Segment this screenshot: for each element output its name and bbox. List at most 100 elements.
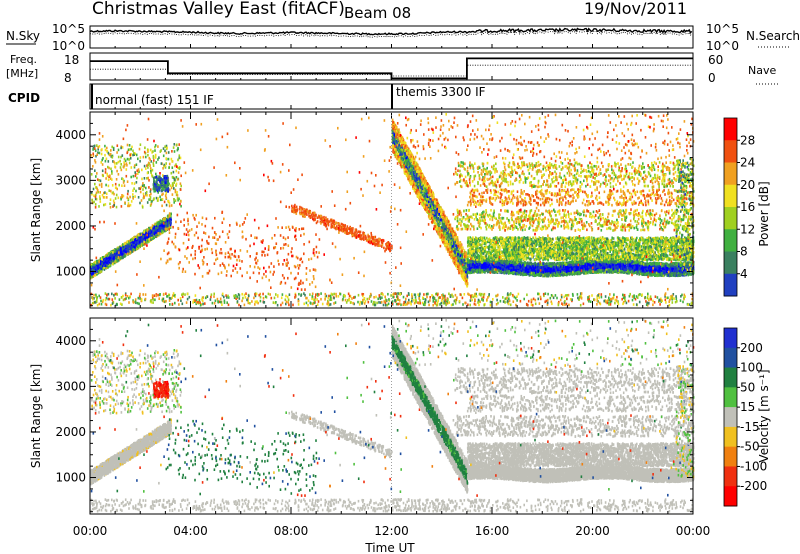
power-cell (136, 181, 138, 184)
power-cell (168, 238, 170, 241)
power-cell (138, 303, 140, 306)
power-cell (289, 293, 291, 296)
power-cell (268, 246, 270, 249)
power-cell (160, 184, 162, 187)
power-cell (179, 261, 181, 264)
power-cell (667, 297, 669, 300)
power-cell (263, 267, 265, 270)
power-cell (324, 298, 326, 301)
power-cell (165, 292, 167, 295)
power-cell (468, 293, 470, 296)
power-cell (297, 264, 299, 267)
power-cell (272, 273, 274, 276)
power-cell (370, 237, 372, 240)
power-cell (507, 292, 509, 295)
power-cell (167, 260, 169, 263)
power-cell (380, 244, 382, 247)
power-cell (149, 158, 151, 161)
power-cell (150, 196, 152, 199)
power-cell (391, 245, 393, 248)
power-cell (100, 161, 102, 164)
power-cell (561, 302, 563, 305)
power-cell (155, 235, 157, 238)
power-cell (141, 199, 143, 202)
power-cell (148, 179, 150, 182)
power-cell (665, 299, 667, 302)
power-cell (174, 302, 176, 305)
power-cell (189, 296, 191, 299)
power-cell (418, 297, 420, 300)
power-cell (192, 214, 194, 217)
power-cell (222, 221, 224, 224)
power-cell (612, 297, 614, 300)
power-cell (632, 295, 634, 298)
power-cell (134, 171, 136, 174)
power-cell (527, 304, 529, 307)
power-cell (179, 249, 181, 252)
power-cell (371, 241, 373, 244)
power-cell (275, 301, 277, 304)
power-cell (670, 296, 672, 299)
power-cell (417, 293, 419, 296)
power-cell (155, 154, 157, 157)
power-cell (123, 161, 125, 164)
power-cell (173, 198, 175, 201)
power-cell (99, 195, 101, 198)
power-cell (323, 216, 325, 219)
power-cell (616, 296, 618, 299)
power-cell (238, 293, 240, 296)
power-cell (228, 264, 230, 267)
power-cell (123, 299, 125, 302)
power-cell (172, 176, 174, 179)
power-cell (177, 299, 179, 302)
power-cell (112, 255, 114, 258)
power-cell (539, 302, 541, 305)
power-cell (510, 304, 512, 307)
power-cell (154, 187, 156, 190)
power-cell (321, 221, 323, 224)
power-cell (92, 153, 94, 156)
power-cell (255, 301, 257, 304)
power-cell (95, 150, 97, 153)
power-cell (128, 297, 130, 300)
power-cell (235, 267, 237, 270)
power-cell (194, 299, 196, 302)
power-cell (288, 267, 290, 270)
power-cell (282, 293, 284, 296)
power-cell (168, 188, 170, 191)
power-cell (188, 238, 190, 241)
power-cell (195, 294, 197, 297)
power-cell (157, 158, 159, 161)
cpid-label: CPID (8, 91, 40, 105)
power-cell (113, 193, 115, 196)
power-cell (385, 304, 387, 307)
power-cell (177, 178, 179, 181)
power-cell (186, 233, 188, 236)
power-cell (306, 267, 308, 270)
power-cell (187, 220, 189, 223)
power-cell (133, 248, 135, 251)
power-cell (426, 296, 428, 299)
power-cell (535, 299, 537, 302)
power-cell (120, 252, 122, 255)
power-cell (349, 299, 351, 302)
power-cell (214, 262, 216, 265)
power-cell (287, 277, 289, 280)
power-cell (437, 294, 439, 297)
power-cell (308, 258, 310, 261)
power-cell (105, 203, 107, 206)
power-cell (382, 240, 384, 243)
power-cell (291, 205, 293, 208)
power-cell (161, 189, 163, 192)
power-cell (308, 215, 310, 218)
power-cell (126, 168, 128, 171)
power-cell (423, 293, 425, 296)
power-cell (249, 302, 251, 305)
power-cell (474, 299, 476, 302)
power-cell (155, 144, 157, 147)
power-cell (267, 225, 269, 228)
power-cell (190, 254, 192, 257)
power-cell (302, 207, 304, 210)
power-cell (170, 222, 172, 225)
power-cell (288, 299, 290, 302)
